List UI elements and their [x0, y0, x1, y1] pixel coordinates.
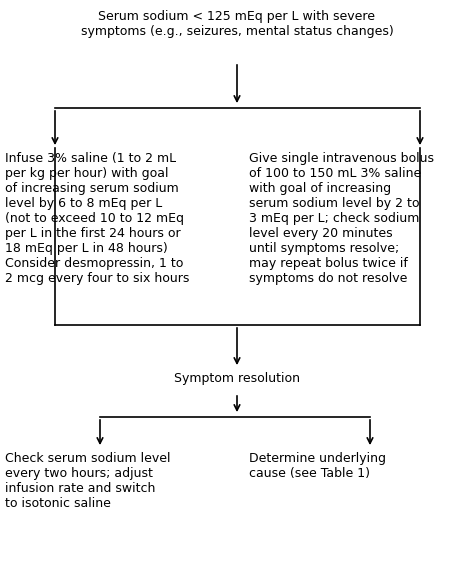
Text: Infuse 3% saline (1 to 2 mL
per kg per hour) with goal
of increasing serum sodiu: Infuse 3% saline (1 to 2 mL per kg per h…: [5, 152, 190, 285]
Text: Determine underlying
cause (see Table 1): Determine underlying cause (see Table 1): [249, 452, 386, 480]
Text: Symptom resolution: Symptom resolution: [174, 372, 300, 385]
Text: Serum sodium < 125 mEq per L with severe
symptoms (e.g., seizures, mental status: Serum sodium < 125 mEq per L with severe…: [81, 10, 393, 38]
Text: Give single intravenous bolus
of 100 to 150 mL 3% saline
with goal of increasing: Give single intravenous bolus of 100 to …: [249, 152, 434, 285]
Text: Check serum sodium level
every two hours; adjust
infusion rate and switch
to iso: Check serum sodium level every two hours…: [5, 452, 171, 510]
